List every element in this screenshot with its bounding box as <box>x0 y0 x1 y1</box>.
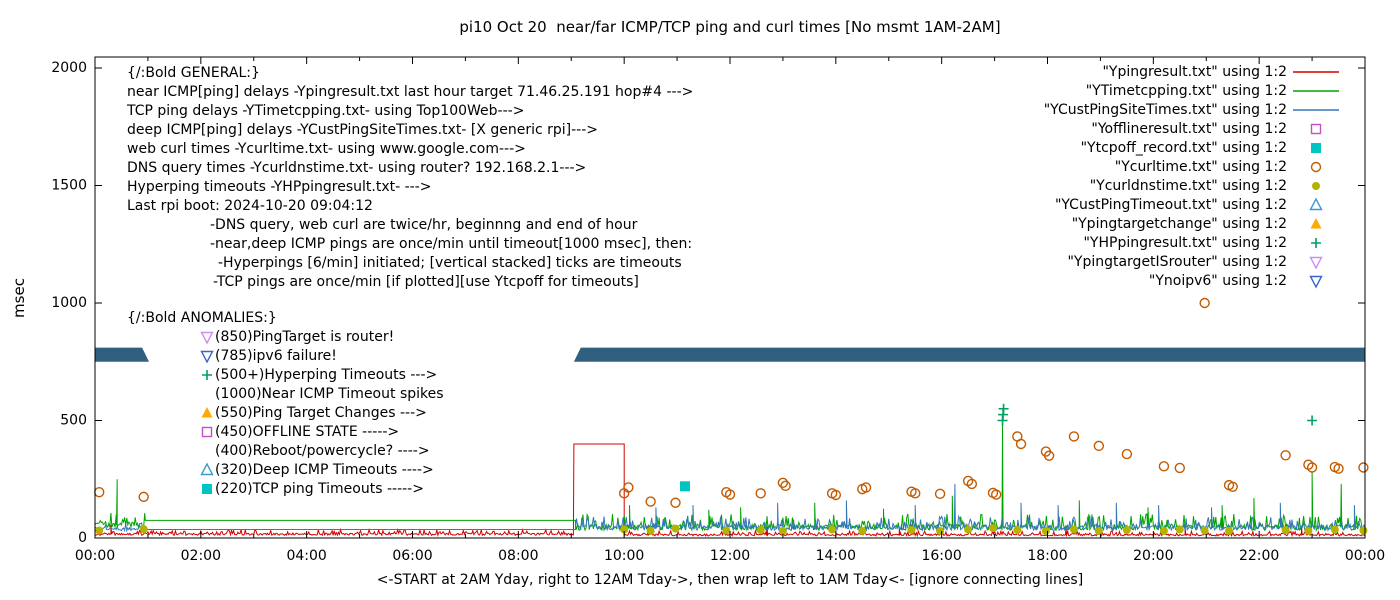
points-ycurldnstime <box>95 524 1368 535</box>
legend-label: "YTimetcpping.txt" using 1:2 <box>1086 83 1287 99</box>
general-note: Last rpi boot: 2024-10-20 09:04:12 <box>127 198 373 214</box>
online-band-segment <box>573 347 1365 362</box>
x-tick-label: 08:00 <box>498 548 538 564</box>
online-band-segment <box>95 347 149 362</box>
x-tick-label: 14:00 <box>816 548 856 564</box>
y-tick-label: 0 <box>78 530 87 546</box>
y-tick-label: 1500 <box>51 178 87 194</box>
x-tick-label: 04:00 <box>286 548 326 564</box>
series-ytimetcpping <box>95 425 1365 532</box>
anomaly-note: (400)Reboot/powercycle? ----> <box>215 443 430 459</box>
legend-label: "YpingtargetISrouter" using 1:2 <box>1067 254 1287 270</box>
legend-label: "YCustPingTimeout.txt" using 1:2 <box>1055 197 1287 213</box>
x-tick-label: 10:00 <box>604 548 644 564</box>
general-note: -Hyperpings [6/min] initiated; [vertical… <box>218 255 682 271</box>
legend-label: "Ynoipv6" using 1:2 <box>1149 273 1287 289</box>
x-tick-label: 12:00 <box>710 548 750 564</box>
legend-label: "YCustPingSiteTimes.txt" using 1:2 <box>1044 102 1287 118</box>
general-note: near ICMP[ping] delays -Ypingresult.txt … <box>127 84 693 100</box>
y-tick-label: 2000 <box>51 60 87 76</box>
anomaly-note: (220)TCP ping Timeouts -----> <box>215 481 424 497</box>
anomalies-header: {/:Bold ANOMALIES:} <box>127 310 277 326</box>
x-tick-label: 00:00 <box>1345 548 1385 564</box>
general-note: {/:Bold GENERAL:} <box>127 65 260 81</box>
x-tick-label: 06:00 <box>392 548 432 564</box>
general-note: deep ICMP[ping] delays -YCustPingSiteTim… <box>127 122 598 138</box>
anomaly-note: (500+)Hyperping Timeouts ---> <box>215 367 437 383</box>
x-tick-label: 22:00 <box>1239 548 1279 564</box>
general-note: Hyperping timeouts -YHPpingresult.txt- -… <box>127 179 432 195</box>
anomaly-note: (1000)Near ICMP Timeout spikes <box>215 386 444 402</box>
general-note: -TCP pings are once/min [if plotted][use… <box>213 274 639 290</box>
y-tick-label: 1000 <box>51 295 87 311</box>
plot-border <box>94 56 1366 539</box>
y-tick-label: 500 <box>60 413 87 429</box>
anomaly-note: (450)OFFLINE STATE -----> <box>215 424 399 440</box>
x-tick-label: 02:00 <box>181 548 221 564</box>
anomaly-note: (550)Ping Target Changes ---> <box>215 405 427 421</box>
points-yhppingresult <box>997 403 1318 426</box>
general-note: web curl times -Ycurltime.txt- using www… <box>127 141 526 157</box>
legend-label: "YHPpingresult.txt" using 1:2 <box>1083 235 1287 251</box>
series-ycustpingsitetimes <box>95 483 1365 533</box>
legend-label: "Ypingresult.txt" using 1:2 <box>1102 64 1287 80</box>
x-tick-label: 20:00 <box>1133 548 1173 564</box>
general-note: TCP ping delays -YTimetcpping.txt- using… <box>126 103 524 119</box>
anomaly-note: (320)Deep ICMP Timeouts ----> <box>215 462 434 478</box>
legend-label: "Ypingtargetchange" using 1:2 <box>1072 216 1287 232</box>
annotations-general: {/:Bold GENERAL:} near ICMP[ping] delays … <box>126 65 693 290</box>
anomaly-note: (785)ipv6 failure! <box>215 348 337 364</box>
chart-title: pi10 Oct 20 near/far ICMP/TCP ping and c… <box>459 18 1001 36</box>
legend-label: "Ycurltime.txt" using 1:2 <box>1115 159 1287 175</box>
point-series <box>94 297 1369 535</box>
x-tick-label: 18:00 <box>1027 548 1067 564</box>
axes: 00:00 02:00 04:00 06:00 08:00 10:00 12:00 14:00… <box>51 56 1385 564</box>
x-tick-label: 16:00 <box>921 548 961 564</box>
legend-label: "Ytcpoff_record.txt" using 1:2 <box>1081 140 1287 156</box>
state-band <box>95 347 1365 362</box>
points-ytcpoff_record <box>680 481 691 492</box>
general-note: DNS query times -Ycurldnstime.txt- using… <box>127 160 586 176</box>
legend-label: "Ycurldnstime.txt" using 1:2 <box>1090 178 1287 194</box>
points-ycurltime <box>94 297 1369 508</box>
legend: "Ypingresult.txt" using 1:2 "YTimetcpping… <box>1044 64 1339 289</box>
anomaly-note: (850)PingTarget is router! <box>215 329 394 345</box>
x-axis-label: <-START at 2AM Yday, right to 12AM Tday-… <box>376 572 1084 588</box>
general-note: -DNS query, web curl are twice/hr, begin… <box>210 217 638 233</box>
legend-label: "Yofflineresult.txt" using 1:2 <box>1091 121 1287 137</box>
x-tick-label: 00:00 <box>75 548 115 564</box>
general-note: -near,deep ICMP pings are once/min until… <box>210 236 692 252</box>
annotations-anomalies: {/:Bold ANOMALIES:} (850)PingTarget is ro… <box>127 310 444 497</box>
